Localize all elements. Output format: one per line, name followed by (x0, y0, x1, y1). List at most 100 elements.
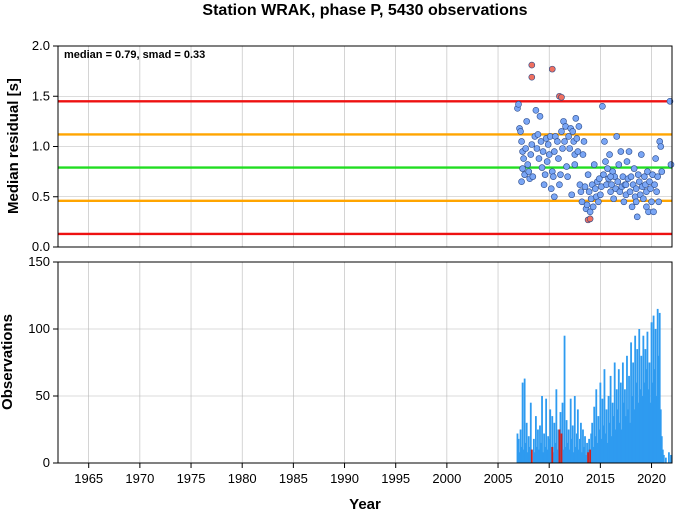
residual-point (525, 168, 533, 175)
observation-bar (642, 335, 645, 463)
residual-y-tick-label: 0.0 (32, 239, 50, 254)
observation-bar (652, 315, 655, 463)
observation-bar (576, 409, 579, 463)
observation-bar (620, 429, 623, 463)
observation-bar (636, 349, 639, 463)
residual-point (520, 155, 527, 162)
residual-point (653, 188, 660, 196)
observation-bar (629, 422, 631, 463)
observation-bar (627, 409, 629, 463)
residual-point (641, 173, 648, 180)
residual-point (644, 168, 651, 175)
residual-scatter-panel: 0.0 0.5 1.0 1.5 2.0 median = 0.79, smad = 0.… (5, 38, 675, 254)
residual-grid (58, 45, 672, 248)
observation-bar (664, 457, 667, 463)
observation-bar (658, 312, 661, 463)
residual-point (648, 198, 655, 206)
residual-point (536, 113, 544, 120)
observation-bar (566, 442, 569, 463)
observation-bar (616, 409, 619, 463)
residual-point (620, 198, 628, 206)
residual-point (581, 183, 589, 190)
observation-bar (595, 389, 598, 463)
observation-bar (619, 382, 622, 463)
residual-point (539, 148, 547, 155)
residual-point (637, 151, 645, 158)
residual-point (666, 97, 674, 105)
observation-bar (647, 389, 650, 463)
observation-bar (528, 446, 531, 463)
residual-point (643, 203, 650, 211)
residual-point (606, 151, 613, 158)
residual-point (655, 198, 662, 206)
observation-bar (573, 396, 576, 463)
observation-bar (536, 446, 538, 463)
observation-bar (550, 446, 553, 463)
residual-point (561, 138, 568, 145)
year-tick-label: 2000 (432, 471, 461, 486)
residual-point (607, 173, 614, 180)
observation-bar (525, 422, 528, 463)
observation-bar (587, 452, 589, 463)
residual-point (523, 118, 530, 125)
stats-label: median = 0.79, smad = 0.33 (64, 49, 205, 61)
observation-bar (548, 438, 551, 463)
observation-bar (660, 436, 663, 463)
observation-bar (646, 331, 649, 463)
observation-bar (648, 362, 651, 463)
observation-bar (580, 422, 582, 463)
residual-point (551, 148, 558, 155)
observation-bar (631, 396, 633, 463)
residual-point (595, 198, 602, 206)
observation-bar (591, 422, 594, 463)
observation-bar (585, 454, 587, 463)
observation-bar (564, 446, 567, 463)
residual-point (529, 173, 537, 180)
residual-point (554, 138, 561, 145)
observation-bar (569, 398, 572, 463)
residual-point (555, 155, 562, 162)
observation-bar (649, 402, 652, 463)
observations-y-tick-label: 0 (43, 455, 50, 470)
observation-bar (581, 452, 583, 463)
residual-point (614, 178, 622, 185)
residual-point (650, 208, 657, 216)
observation-bar (644, 349, 647, 463)
observation-bar (592, 446, 595, 463)
residual-point (627, 173, 635, 180)
residual-point (575, 123, 583, 130)
residual-point (571, 161, 579, 168)
residual-point (522, 145, 529, 152)
observation-bar (596, 442, 599, 463)
residual-y-tick-label: 1.5 (32, 88, 50, 103)
observation-bar (524, 442, 527, 463)
residual-point (601, 138, 608, 145)
observation-bar (549, 409, 552, 463)
residual-point (647, 185, 654, 193)
residual-point (534, 131, 542, 138)
residual-point (559, 145, 566, 152)
observation-bar (611, 402, 614, 463)
observation-bar (610, 436, 613, 463)
observation-bar (662, 454, 665, 463)
residual-point (565, 133, 572, 140)
observation-bar (606, 442, 609, 463)
observation-bar (552, 452, 555, 463)
observation-bar (530, 449, 533, 463)
observation-bar (656, 308, 659, 463)
observations-y-tick-label: 50 (36, 388, 50, 403)
observation-bar (537, 429, 539, 463)
observation-bar (558, 429, 561, 463)
residual-point (640, 195, 647, 203)
observation-bar (516, 433, 519, 463)
residual-point (654, 173, 661, 180)
observation-bar (640, 355, 643, 463)
observation-bar (565, 420, 568, 463)
observation-bar (594, 436, 597, 463)
observation-bar (617, 369, 620, 463)
residual-y-tick-label: 1.0 (32, 139, 50, 154)
observation-bar (651, 382, 654, 463)
residual-point (633, 213, 641, 221)
residual-point (667, 161, 675, 168)
